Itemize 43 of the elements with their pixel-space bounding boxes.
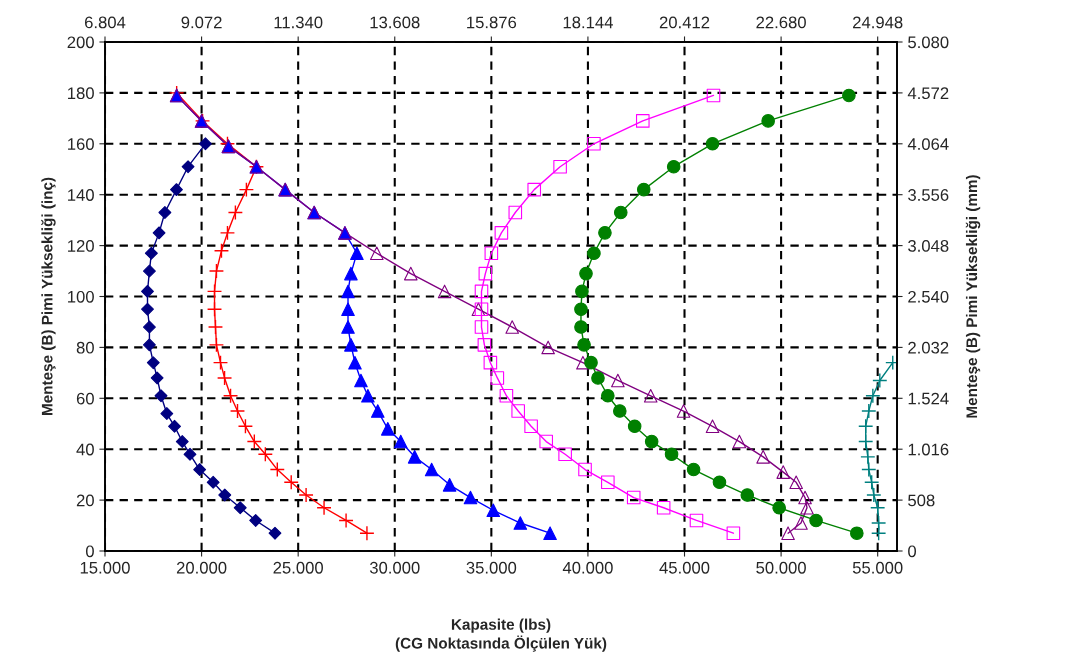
y2-tick-label: 3.048 <box>908 240 949 252</box>
x2-tick-label: 18.144 <box>563 16 613 29</box>
y2-tick-label: 508 <box>908 494 935 507</box>
y-tick-label: 200 <box>67 36 94 49</box>
x-tick-label: 50.000 <box>756 561 806 574</box>
y2-tick-label: 4.064 <box>907 138 949 150</box>
y-tick-label: 60 <box>76 392 94 405</box>
y2-tick-label: 0 <box>908 545 917 558</box>
y-tick-label: 40 <box>76 443 94 456</box>
x2-tick-label: 22.680 <box>756 16 806 29</box>
x-tick-label: 25.000 <box>273 561 324 574</box>
x2-tick-label: 20.412 <box>659 16 710 29</box>
x2-tick-label: 24.948 <box>853 16 903 29</box>
x2-tick-label: 11.340 <box>274 16 323 29</box>
x-tick-label: 30.000 <box>369 561 420 574</box>
x-tick-label: 35.000 <box>466 561 517 574</box>
y2-tick-label: 5.080 <box>908 36 949 49</box>
x-axis-title: Kapasite (lbs) (CG Noktasında Ölçülen Yük) <box>395 618 607 652</box>
x-tick-label: 40.000 <box>562 561 613 574</box>
x-tick-label: 15.000 <box>80 561 130 574</box>
y-tick-label: 0 <box>85 545 94 558</box>
y2-tick-label: 2.032 <box>908 341 949 354</box>
y-tick-label: 120 <box>68 240 94 252</box>
y2-tick-label: 3.556 <box>908 189 949 201</box>
y-tick-label: 80 <box>76 341 94 354</box>
y2-tick-label: 4.572 <box>907 87 949 100</box>
x2-tick-label: 15.876 <box>467 16 517 29</box>
x-tick-label: 55.000 <box>852 561 903 574</box>
x2-tick-label: 6.804 <box>84 16 126 29</box>
y-tick-label: 20 <box>76 494 94 507</box>
y-axis-title: Menteşe (B) Pimi Yüksekliği (inç) <box>41 177 56 416</box>
y2-axis-title: Menteşe (B) Pimi Yüksekliği (mm) <box>965 175 981 418</box>
y2-tick-label: 2.540 <box>908 290 949 303</box>
y-tick-label: 140 <box>68 189 94 201</box>
y-tick-label: 160 <box>68 138 94 150</box>
y-tick-label: 100 <box>68 290 94 303</box>
x2-tick-label: 9.072 <box>181 16 222 29</box>
x-tick-label: 45.000 <box>659 561 710 574</box>
y2-tick-label: 1.524 <box>908 392 949 405</box>
x2-tick-label: 13.608 <box>370 16 420 29</box>
y2-tick-label: 1.016 <box>908 443 949 456</box>
y-tick-label: 180 <box>68 87 94 100</box>
x-tick-label: 20.000 <box>176 561 227 574</box>
